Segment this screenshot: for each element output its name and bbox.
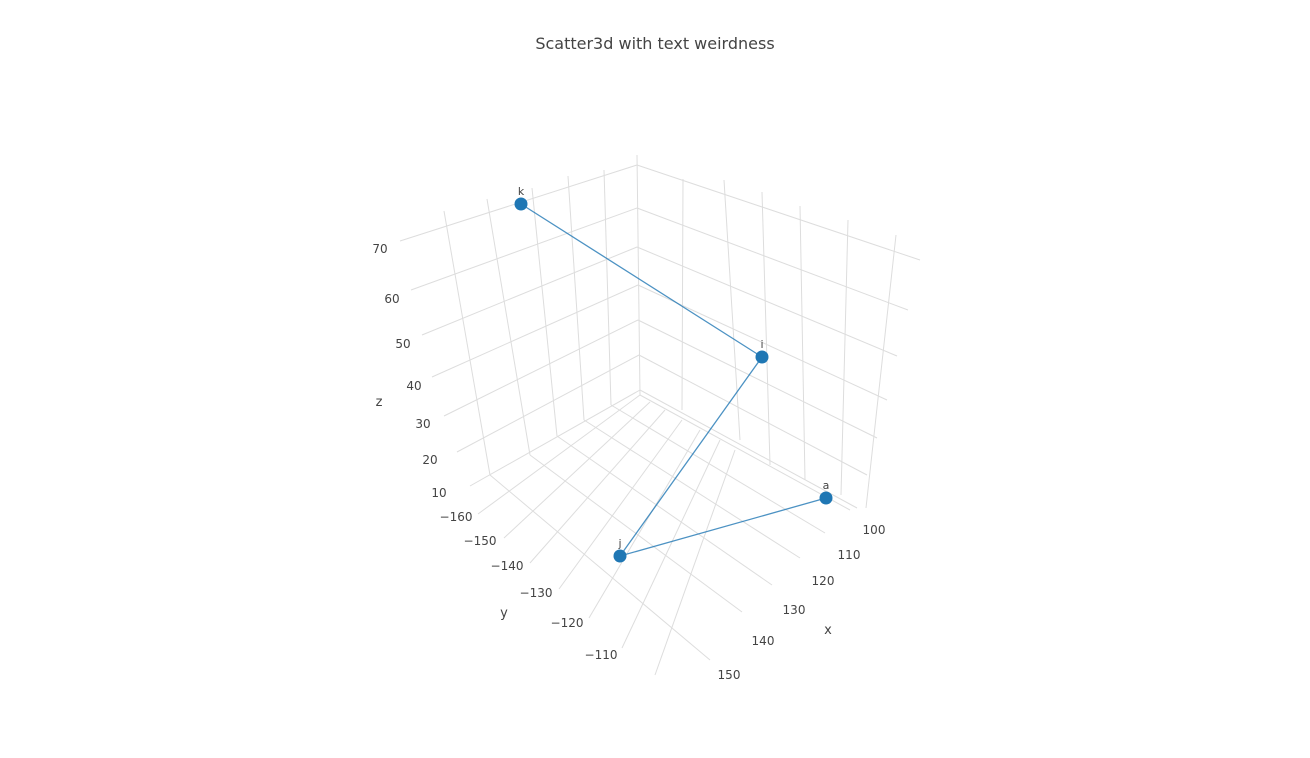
z-tick-label: 40 <box>406 379 421 393</box>
z-tick-label: 30 <box>415 417 430 431</box>
grid-line-31 <box>621 439 721 649</box>
grid-line-7 <box>723 179 741 441</box>
grid-line-25 <box>639 389 858 509</box>
grid-line-24 <box>638 354 868 476</box>
grid-line-2 <box>567 175 585 421</box>
grid-lines <box>399 154 921 676</box>
grid-line-13 <box>410 207 638 291</box>
grid-line-23 <box>637 319 878 439</box>
x-tick-label: 140 <box>752 634 775 648</box>
grid-line-32 <box>654 449 736 676</box>
z-axis-title: z <box>376 395 383 410</box>
grid-line-34 <box>610 404 826 534</box>
grid-line-21 <box>636 246 898 357</box>
x-tick-label: 150 <box>718 668 741 682</box>
grid-line-38 <box>489 474 711 661</box>
data-point-a[interactable] <box>819 491 833 505</box>
grid-line-17 <box>456 354 640 453</box>
grid-line-3 <box>531 187 558 437</box>
grid-line-19 <box>636 164 921 261</box>
y-tick-label: −150 <box>464 534 497 548</box>
axis-titles: z y x <box>376 395 833 638</box>
grid-line-5 <box>443 210 491 476</box>
x-axis-title: x <box>824 623 832 638</box>
data-point-k[interactable] <box>514 197 528 211</box>
tick-labels: 10 20 30 40 50 60 70 −160 −150 −140 −130 −120 −110 10… <box>372 242 885 682</box>
z-tick-label: 50 <box>395 337 410 351</box>
y-axis-title: y <box>500 606 508 621</box>
z-tick-label: 60 <box>384 292 399 306</box>
z-tick-label: 70 <box>372 242 387 256</box>
grid-line-8 <box>761 191 771 466</box>
grid-line-36 <box>556 435 773 586</box>
y-tick-label: −160 <box>440 510 473 524</box>
series-trace: a j i k <box>514 185 833 563</box>
grid-line-1 <box>603 169 612 406</box>
grid-line-18 <box>469 389 641 487</box>
grid-line-10 <box>840 219 849 496</box>
grid-line-0 <box>636 154 641 396</box>
x-tick-label: 130 <box>783 603 806 617</box>
grid-line-9 <box>799 205 806 481</box>
grid-line-28 <box>529 409 666 564</box>
x-tick-label: 100 <box>863 523 886 537</box>
grid-line-20 <box>636 207 909 311</box>
grid-line-6 <box>681 178 684 411</box>
data-point-i[interactable] <box>755 350 769 364</box>
grid-line-15 <box>431 284 639 378</box>
grid-line-14 <box>421 246 638 336</box>
grid-line-27 <box>503 401 651 539</box>
grid-line-16 <box>443 319 639 417</box>
x-tick-label: 110 <box>838 548 861 562</box>
data-point-j[interactable] <box>613 549 627 563</box>
chart-title: Scatter3d with text weirdness <box>535 34 774 53</box>
y-tick-label: −110 <box>585 648 618 662</box>
grid-line-35 <box>583 419 801 559</box>
grid-line-11 <box>865 234 897 509</box>
grid-line-33 <box>639 394 851 511</box>
grid-line-26 <box>477 394 641 515</box>
grid-line-4 <box>486 198 531 456</box>
data-point-label: a <box>823 479 830 492</box>
grid-line-29 <box>558 419 683 590</box>
data-point-label: k <box>518 185 525 198</box>
z-tick-label: 20 <box>422 453 437 467</box>
y-tick-label: −120 <box>551 616 584 630</box>
y-tick-label: −130 <box>520 586 553 600</box>
x-tick-label: 120 <box>812 574 835 588</box>
y-tick-label: −140 <box>491 559 524 573</box>
z-tick-label: 10 <box>431 486 446 500</box>
data-point-label: i <box>760 338 763 351</box>
series-line <box>520 203 827 558</box>
data-point-label: j <box>617 537 621 550</box>
grid-line-30 <box>588 429 701 619</box>
